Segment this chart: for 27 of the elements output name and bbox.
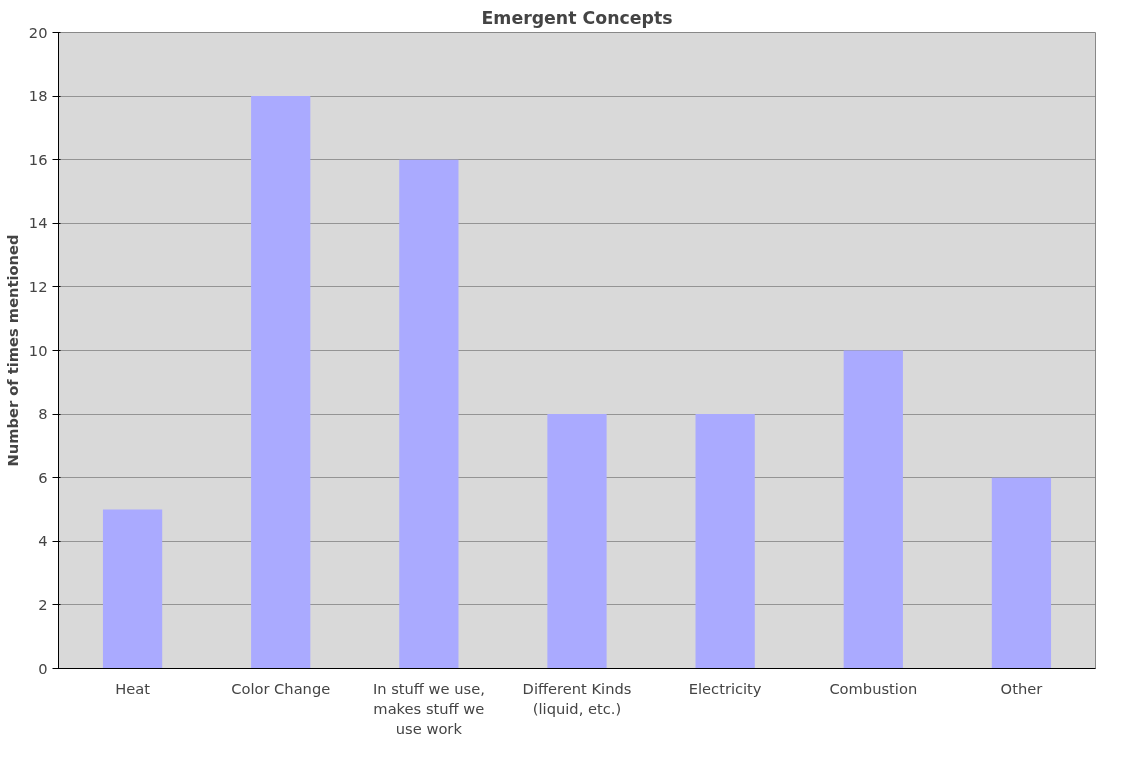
bar xyxy=(991,477,1052,669)
bar xyxy=(251,96,311,669)
y-axis-title: Number of times mentioned xyxy=(3,234,21,467)
bar xyxy=(102,509,163,669)
y-tick-label: 12 xyxy=(28,277,48,295)
bar xyxy=(843,350,903,669)
y-tick-label: 8 xyxy=(38,405,48,423)
bar xyxy=(547,414,607,669)
y-tick-label: 18 xyxy=(28,87,48,105)
x-tick-label: Other xyxy=(1000,679,1044,697)
x-tick-label: Different Kinds (liquid, etc.) xyxy=(522,679,632,717)
y-tick-label: 16 xyxy=(28,150,48,168)
y-tick-label: 10 xyxy=(28,341,48,359)
bar xyxy=(695,414,755,669)
y-tick-label: 2 xyxy=(38,595,48,613)
y-tick-label: 4 xyxy=(38,532,48,550)
x-tick-label: In stuff we use, makes stuff we use work xyxy=(372,679,485,738)
x-tick-label: Heat xyxy=(115,679,151,697)
x-tick-label: Electricity xyxy=(688,679,762,697)
y-tick-label: 20 xyxy=(28,23,48,41)
bar xyxy=(399,159,459,669)
y-tick-label: 14 xyxy=(28,214,48,232)
y-tick-label: 0 xyxy=(38,659,48,677)
chart-title: Emergent Concepts xyxy=(481,7,673,28)
y-tick-label: 6 xyxy=(38,468,48,486)
x-tick-label: Color Change xyxy=(231,679,331,697)
x-tick-label: Combustion xyxy=(829,679,918,697)
